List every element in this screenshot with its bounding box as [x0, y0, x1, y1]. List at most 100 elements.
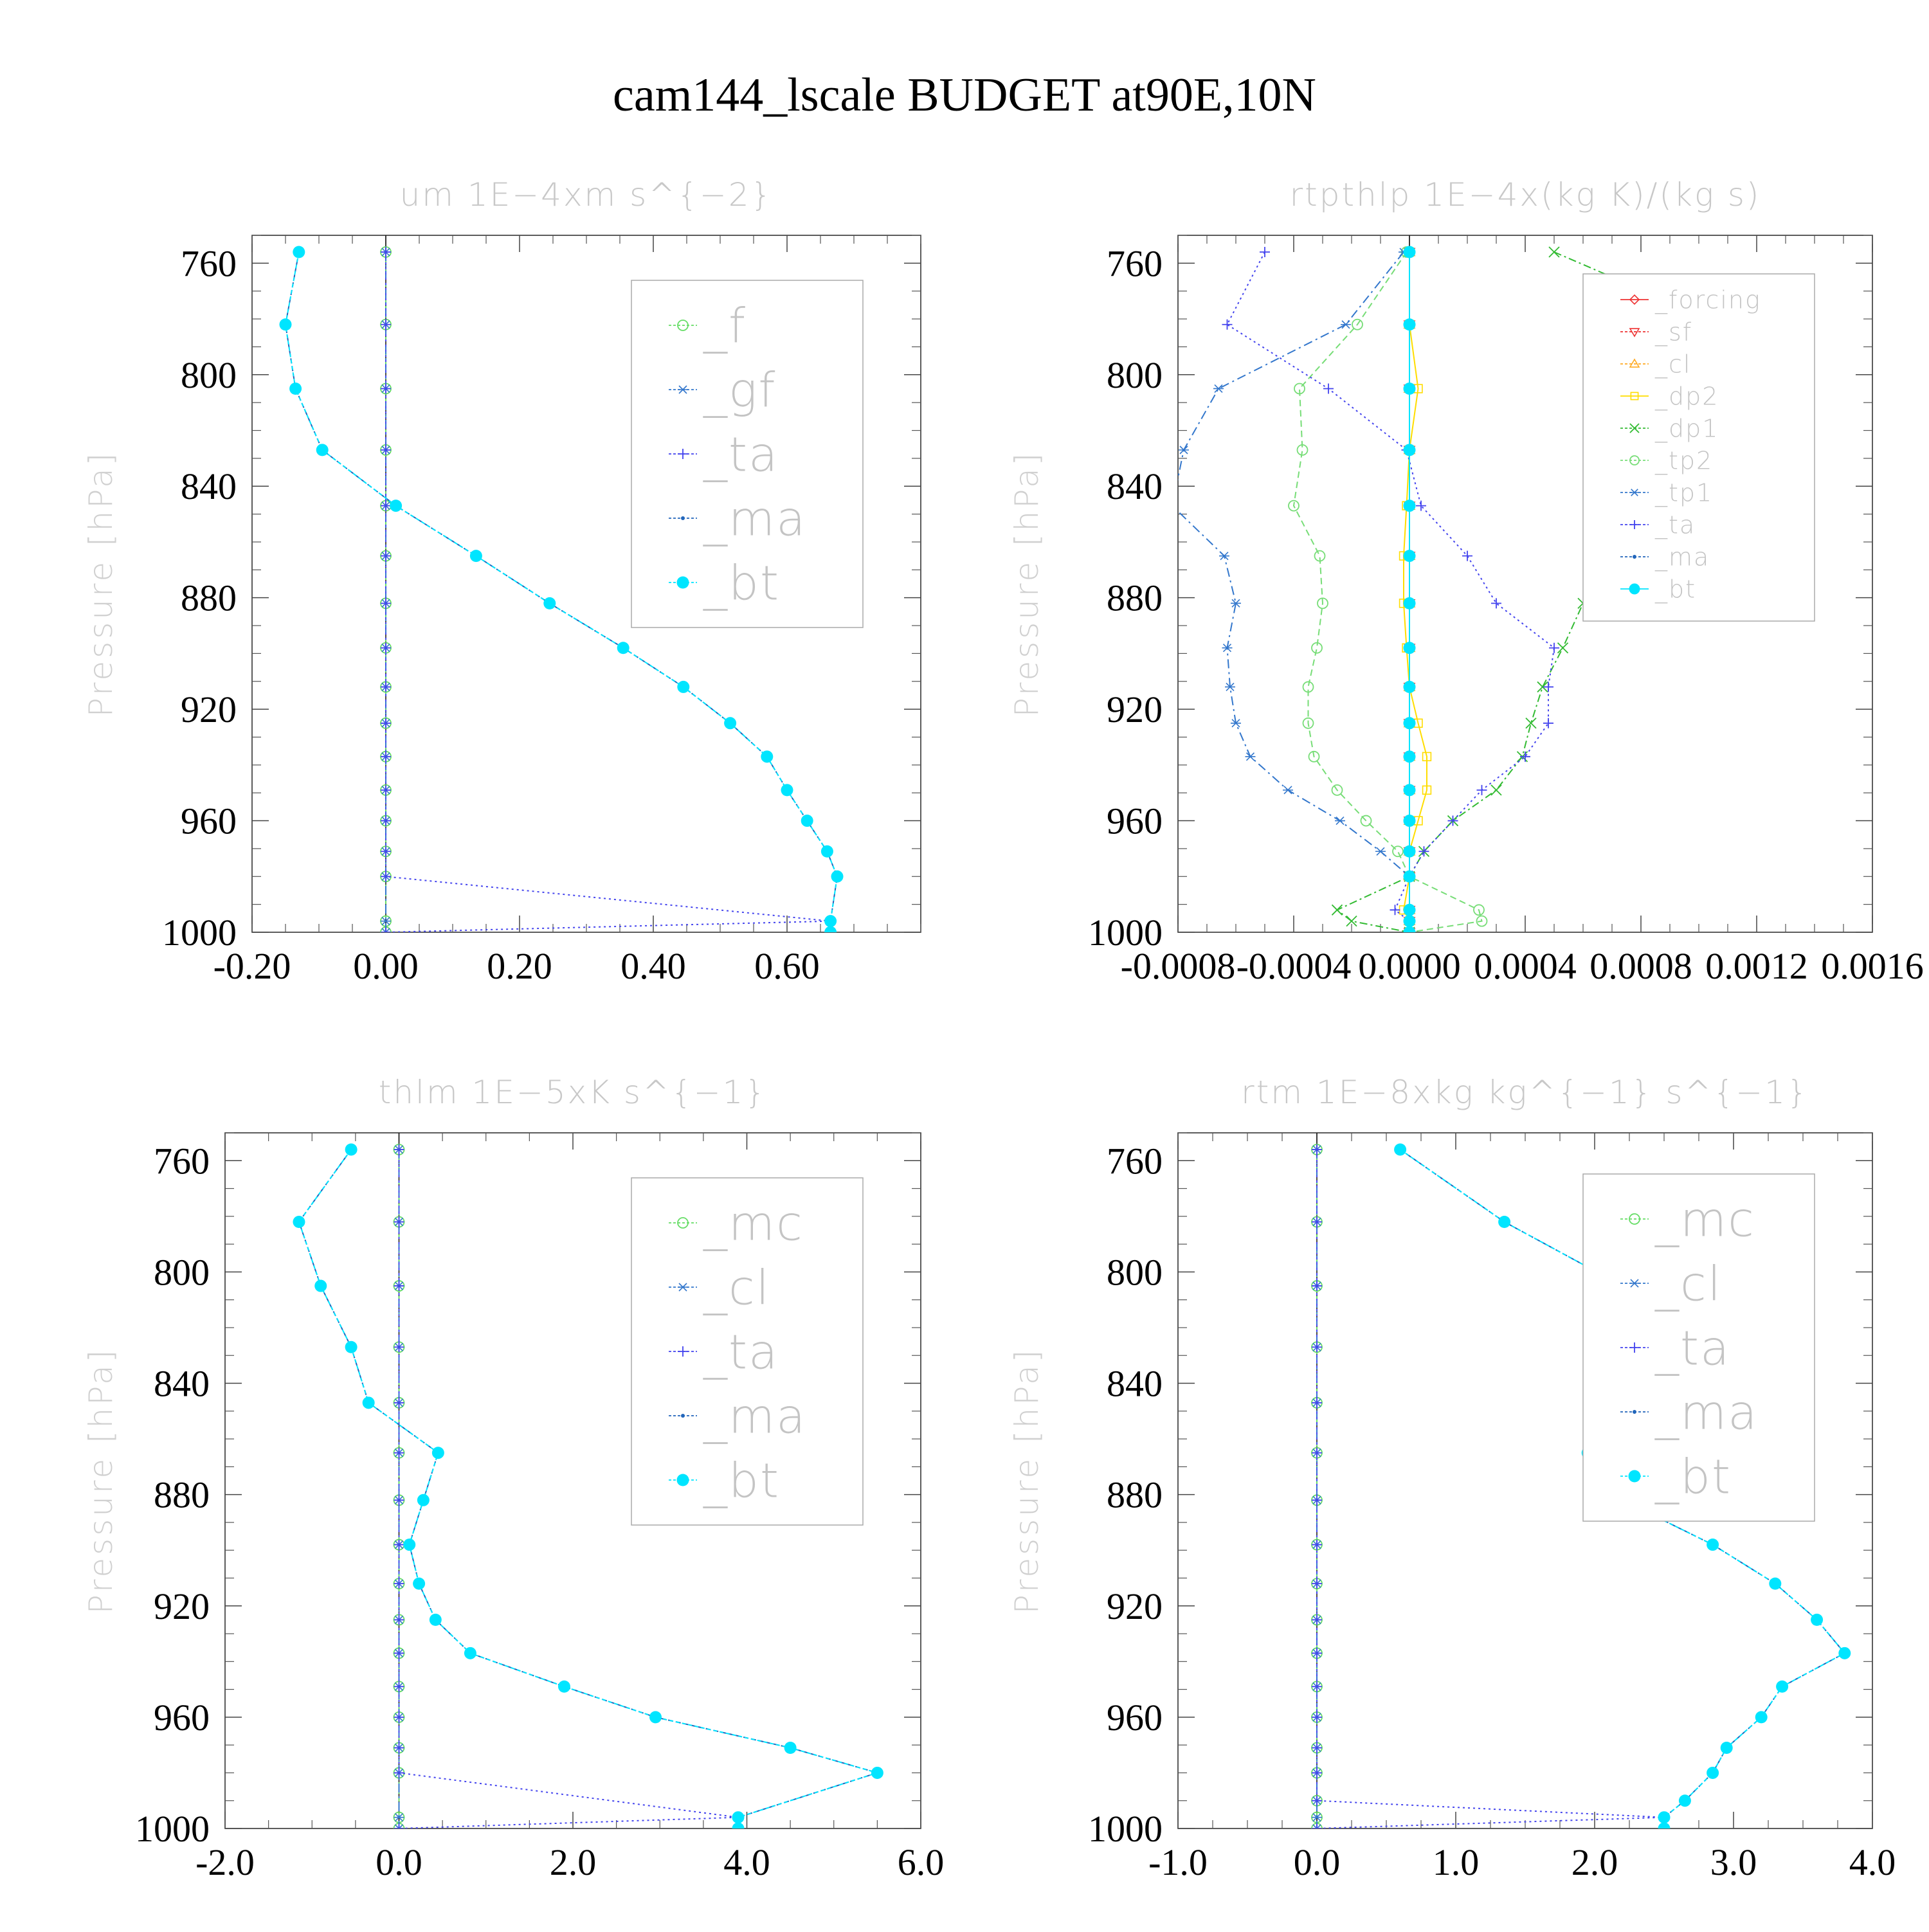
series_ta [1312, 1144, 1669, 1828]
data-point [1416, 500, 1426, 511]
panel-3: thlm 1E−5xK s^{−1} Pressure [hPa] 760 800 84… [82, 1074, 944, 1883]
series_ta [394, 1144, 743, 1828]
x-tick-label: -2.0 [195, 1841, 255, 1883]
x-tick-label: 0.0016 [1821, 945, 1924, 987]
data-point [381, 927, 391, 932]
data-point [1311, 642, 1323, 654]
data-point [1543, 718, 1553, 728]
y-tick-label: 760 [1107, 242, 1163, 284]
legend-marker [678, 449, 688, 459]
data-point [1312, 1447, 1322, 1458]
legend-marker [1633, 555, 1636, 559]
panel-title: um 1E−4xm s^{−2} [400, 176, 774, 213]
series_bt [1403, 246, 1416, 932]
legend-marker [1630, 489, 1639, 496]
data-point [1312, 1342, 1322, 1353]
data-point [1422, 785, 1432, 795]
legend-label: _ta [1654, 1321, 1730, 1377]
data-point [761, 750, 774, 763]
x-tick-label: 6.0 [898, 1841, 945, 1883]
data-point [394, 1681, 404, 1692]
data-point [464, 1647, 476, 1659]
y-tick-label: 800 [181, 354, 237, 396]
data-point [732, 1811, 745, 1824]
data-point [617, 642, 629, 655]
legend-entry: _cl [1620, 350, 1690, 379]
data-point [1314, 550, 1326, 562]
data-point [381, 917, 391, 926]
legend-label: _mc [1654, 1193, 1755, 1248]
data-point [824, 926, 837, 932]
data-point [1491, 598, 1501, 609]
figure-title: cam144_lscale BUDGET at90E,10N [613, 69, 1316, 122]
data-point [1360, 815, 1372, 827]
data-point [1473, 904, 1485, 916]
data-point [1312, 1281, 1322, 1292]
legend-label: _cl [703, 1261, 770, 1316]
y-axis-label: Pressure [hPa] [1008, 451, 1046, 718]
data-point [1476, 784, 1487, 795]
legend-marker [1629, 294, 1640, 305]
data-point [394, 1281, 404, 1292]
plot-area [279, 246, 844, 932]
legend: _mc _cl _ta _ma _bt [1582, 1173, 1815, 1522]
y-tick-label: 880 [181, 577, 237, 619]
data-point [831, 870, 844, 883]
x-tick-label: 3.0 [1710, 1841, 1757, 1883]
x-tick-label: 0.0 [1294, 1841, 1341, 1883]
data-point [381, 598, 391, 609]
y-axis-label: Pressure [hPa] [82, 1348, 120, 1614]
y-axis-label: Pressure [hPa] [82, 451, 120, 718]
legend-label: _forcing [1654, 286, 1761, 315]
panel-title: rtm 1E−8xkg kg^{−1} s^{−1} [1241, 1074, 1809, 1111]
data-point [293, 1215, 305, 1228]
x-tick-label: 2.0 [1571, 1841, 1618, 1883]
legend-entry: _mc [1620, 1193, 1755, 1248]
data-point [1312, 1824, 1322, 1828]
legend-entry: _ma [1620, 1386, 1757, 1441]
legend-entry: _forcing [1620, 286, 1761, 315]
data-point [1308, 750, 1320, 763]
data-point [381, 815, 391, 826]
series_ta [1222, 247, 1559, 932]
data-point [801, 815, 813, 827]
data-point [413, 1577, 426, 1590]
data-point [403, 1539, 416, 1551]
legend-entry: _tp1 [1620, 479, 1712, 508]
data-point [1403, 500, 1416, 512]
legend: _forcing _sf _cl _dp2 _dp1 _tp2 _tp1 _ta _ma _bt [1582, 273, 1815, 622]
data-point [345, 1143, 358, 1156]
legend-marker [1630, 392, 1639, 401]
data-point [394, 1648, 404, 1659]
series-line [1400, 1149, 1846, 1828]
data-point [1403, 784, 1416, 797]
data-point [431, 1447, 444, 1459]
data-point [429, 1613, 442, 1626]
legend-entry: _gf [669, 363, 775, 419]
data-point [314, 1279, 327, 1292]
legend-entry: _ma [669, 1389, 805, 1445]
y-tick-label: 800 [1107, 354, 1163, 396]
y-tick-label: 960 [1107, 1697, 1163, 1738]
data-point [469, 550, 482, 563]
plot-area [293, 1143, 883, 1828]
legend-entry: _cl [669, 1261, 770, 1316]
legend-label: _ma [703, 492, 806, 547]
series-line [1226, 251, 1555, 932]
data-point [1403, 444, 1416, 456]
data-point [394, 1711, 404, 1722]
data-point [1543, 682, 1553, 692]
data-point [1658, 1822, 1671, 1828]
data-point [824, 915, 837, 928]
data-point [394, 1342, 404, 1353]
data-point [1312, 1614, 1322, 1625]
data-point [820, 845, 833, 858]
legend-label: _bt [1654, 1450, 1732, 1505]
y-tick-label: 960 [154, 1697, 210, 1738]
data-point [1296, 444, 1309, 456]
data-point [394, 1216, 404, 1227]
legend-marker [1629, 583, 1640, 595]
y-tick-label: 1000 [162, 912, 237, 953]
